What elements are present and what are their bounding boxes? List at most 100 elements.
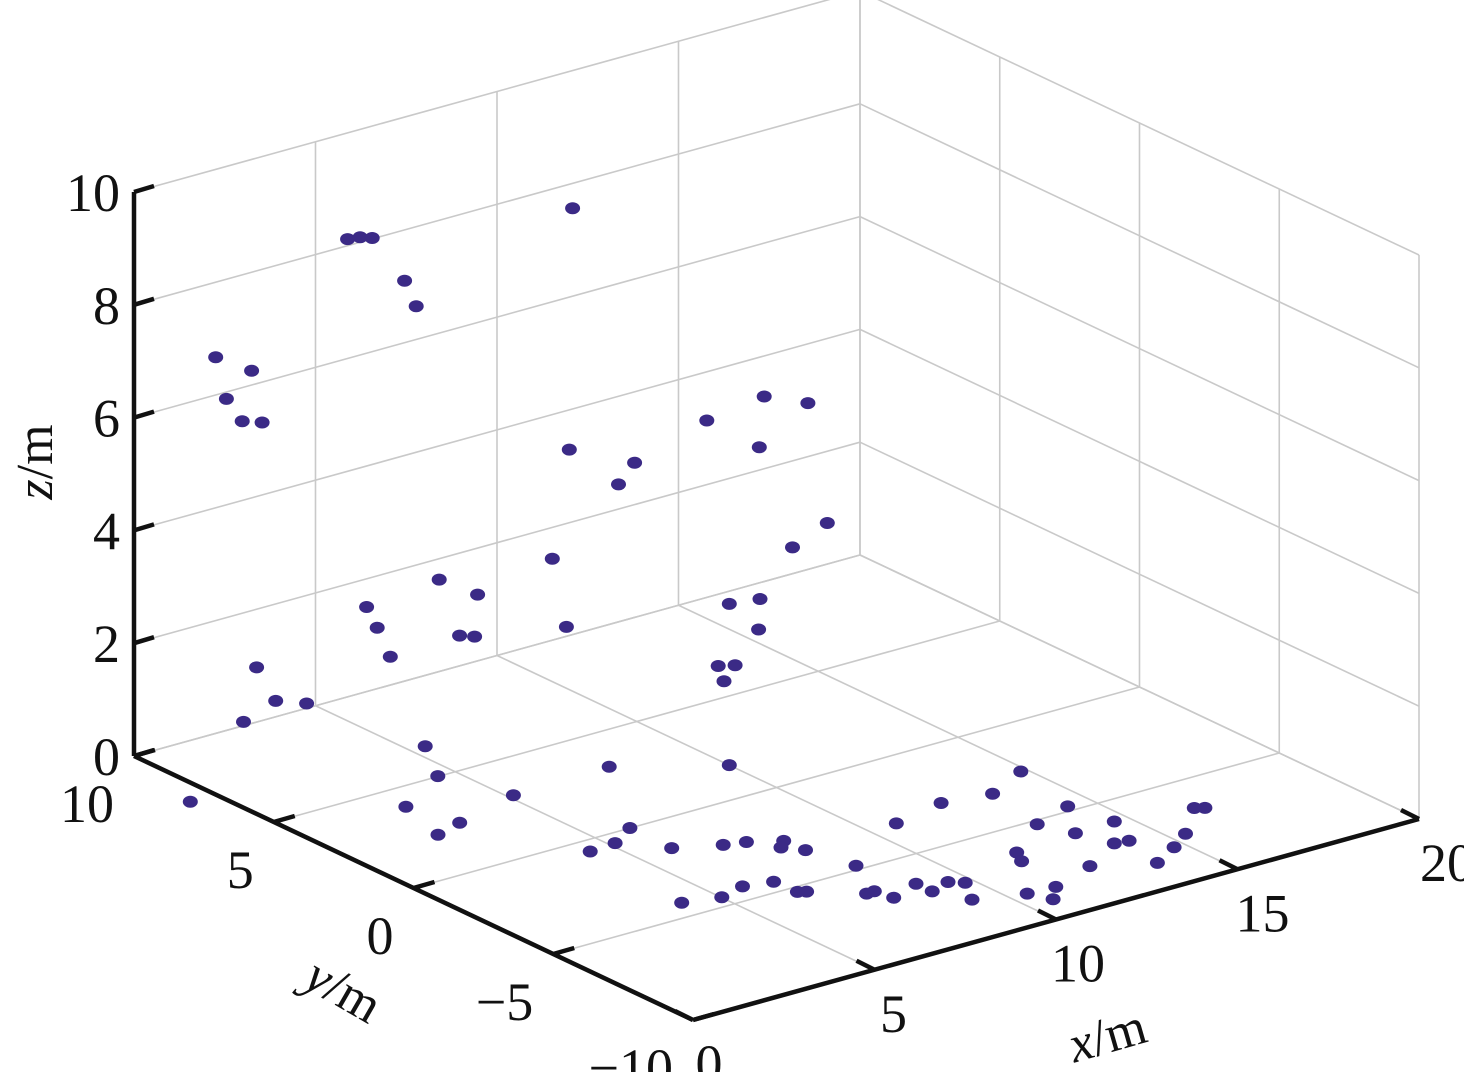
side-wall-grid-z — [859, 328, 1420, 595]
data-point-63 — [452, 816, 468, 829]
data-point-50 — [1106, 837, 1122, 850]
data-point-24 — [452, 629, 468, 642]
data-point-48 — [1029, 818, 1045, 831]
data-point-8 — [218, 392, 234, 405]
back-wall-grid-z — [133, 0, 831, 193]
data-point-34 — [727, 659, 743, 672]
side-wall-grid-z — [859, 554, 1420, 820]
data-point-27 — [819, 517, 835, 529]
data-point-47 — [1013, 765, 1029, 778]
data-point-31 — [716, 675, 732, 688]
z-tick-mark — [133, 635, 155, 646]
data-point-17 — [544, 552, 560, 565]
data-point-42 — [505, 789, 521, 802]
y-tick-label: 10 — [60, 774, 114, 834]
side-wall-grid-z — [859, 103, 1420, 369]
data-point-22 — [369, 621, 385, 634]
x-tick-label: 10 — [1051, 934, 1105, 994]
z-tick-mark — [133, 296, 155, 307]
data-point-18 — [431, 573, 447, 586]
data-point-55 — [1149, 856, 1165, 869]
data-point-82 — [886, 891, 902, 904]
x-axis-label: x/m — [1061, 998, 1153, 1072]
data-point-41 — [430, 770, 446, 783]
data-point-67 — [848, 859, 864, 872]
data-point-71 — [715, 838, 731, 851]
data-point-87 — [964, 893, 980, 906]
data-point-49 — [1067, 827, 1083, 840]
floor-grid-y — [553, 752, 1280, 955]
z-tick-mark — [133, 409, 155, 420]
data-point-68 — [738, 836, 754, 848]
x-tick-label: 5 — [880, 984, 907, 1044]
data-point-11 — [561, 443, 577, 456]
data-point-64 — [182, 795, 198, 808]
data-point-40 — [601, 760, 617, 773]
data-point-12 — [627, 456, 643, 469]
data-point-19 — [470, 588, 486, 601]
x-tick-mark — [1036, 908, 1058, 922]
z-tick-label: 6 — [93, 389, 120, 449]
back-wall-grid-z — [133, 328, 861, 532]
data-point-10 — [565, 202, 581, 215]
side-wall-grid-z — [877, 0, 1420, 256]
data-point-90 — [799, 885, 815, 898]
data-point-2 — [364, 232, 380, 244]
data-point-74 — [674, 896, 690, 909]
data-point-53 — [1178, 827, 1193, 840]
data-point-36 — [268, 694, 284, 707]
data-point-77 — [766, 875, 782, 888]
x-tick-mark — [1399, 807, 1421, 822]
data-point-26 — [751, 441, 767, 454]
data-point-16 — [800, 397, 816, 410]
data-point-73 — [773, 841, 789, 854]
data-point-45 — [933, 797, 949, 809]
back-wall-grid-z — [133, 215, 861, 419]
data-point-29 — [721, 597, 737, 610]
z-tick-label: 10 — [66, 163, 120, 223]
data-point-66 — [430, 828, 446, 841]
z-tick-label: 2 — [93, 614, 120, 674]
data-point-33 — [751, 623, 767, 636]
data-point-91 — [1014, 855, 1030, 868]
z-tick-mark — [133, 522, 155, 533]
data-point-43 — [721, 759, 737, 772]
data-point-80 — [908, 877, 924, 890]
x-tick-mark — [855, 958, 876, 972]
data-point-54 — [1166, 841, 1182, 854]
data-point-35 — [249, 661, 265, 674]
data-point-83 — [1045, 893, 1061, 906]
data-point-5 — [208, 351, 224, 364]
y-tick-mark — [692, 1011, 715, 1023]
side-wall-grid-z — [859, 215, 1420, 482]
z-tick-mark — [133, 747, 155, 759]
data-point-88 — [924, 885, 940, 898]
y-tick-mark — [273, 813, 296, 825]
data-point-57 — [1197, 801, 1213, 814]
data-point-70 — [664, 842, 680, 855]
floor-grid-y — [273, 620, 1000, 823]
data-points — [182, 202, 1213, 909]
side-wall-grid-z — [859, 441, 1420, 707]
x-tick-label: 15 — [1236, 883, 1290, 943]
data-point-3 — [408, 300, 424, 313]
axes — [131, 183, 1421, 1023]
data-point-52 — [1121, 834, 1137, 847]
data-point-38 — [236, 715, 251, 728]
data-point-9 — [234, 415, 250, 428]
data-point-60 — [888, 817, 904, 830]
data-point-72 — [798, 844, 813, 857]
data-point-14 — [699, 414, 715, 427]
y-tick-label: −10 — [589, 1038, 673, 1072]
data-point-85 — [1048, 880, 1064, 893]
back-wall-grid-z — [133, 554, 861, 757]
data-point-32 — [710, 660, 726, 672]
data-point-0 — [340, 233, 356, 246]
x-tick-mark — [673, 1008, 695, 1023]
y-tick-mark — [552, 945, 575, 957]
data-point-1 — [352, 231, 368, 244]
data-point-76 — [735, 880, 750, 893]
data-point-69 — [607, 837, 623, 850]
